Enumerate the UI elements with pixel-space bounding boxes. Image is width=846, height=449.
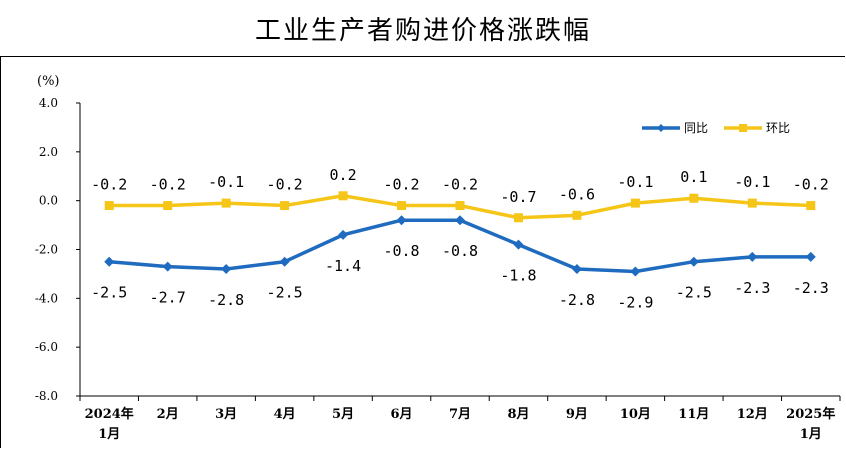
data-point-yoy [338,229,349,240]
data-label: -1.4 [325,257,361,275]
data-label: 0.1 [680,168,707,186]
legend-swatch-marker [739,124,747,132]
data-point-yoy [104,256,115,267]
x-tick-label: 4月 [274,407,296,422]
data-label: -0.6 [559,185,595,203]
data-point-mom [572,210,582,220]
y-tick-label: -6.0 [35,340,58,354]
data-point-mom [689,193,699,203]
data-label: -0.1 [208,173,244,191]
data-label: -0.8 [383,242,419,260]
data-point-mom [104,201,114,211]
data-label: -0.2 [383,176,419,194]
data-label: -2.7 [150,289,186,307]
series-lines [104,191,816,277]
data-point-yoy [221,264,232,275]
x-tick-label: 2025年 [786,406,835,422]
data-label: -0.7 [500,188,536,206]
data-point-yoy [513,239,524,250]
x-tick-label: 1月 [98,427,120,442]
y-tick-label: 2.0 [39,145,58,159]
x-tick-label: 9月 [566,407,588,422]
data-label: -0.1 [617,173,653,191]
x-tick-label: 5月 [332,407,354,422]
data-label: -0.2 [793,176,829,194]
data-label: -0.2 [267,176,303,194]
data-label: -0.2 [91,176,127,194]
legend-label: 环比 [766,121,790,135]
x-tick-label: 10月 [620,407,651,422]
data-point-yoy [630,266,641,277]
y-unit-label: (%) [37,74,60,89]
data-point-mom [397,201,407,211]
data-point-mom [806,201,816,211]
data-point-mom [221,198,231,208]
data-point-yoy [162,261,173,272]
data-label: -2.8 [559,291,595,309]
data-point-mom [747,198,757,208]
data-point-yoy [279,256,290,267]
data-label: -2.5 [91,284,127,302]
y-tick-label: -4.0 [35,291,58,305]
data-point-yoy [747,251,758,262]
x-tick-label: 11月 [678,407,709,422]
data-label: -0.2 [150,176,186,194]
x-tick-label: 8月 [507,407,529,422]
x-tick-label: 3月 [215,407,237,422]
data-label: -2.5 [676,284,712,302]
data-label: -1.8 [500,267,536,285]
data-point-mom [163,201,173,211]
data-label: -2.5 [267,284,303,302]
y-tick-label: -8.0 [35,389,58,403]
data-label: 0.2 [330,166,357,184]
data-point-yoy [688,256,699,267]
chart-title: 工业生产者购进价格涨跌幅 [254,16,591,46]
x-tick-label: 6月 [391,407,413,422]
y-tick-label: -2.0 [35,243,58,257]
legend-label: 同比 [684,121,708,135]
data-point-mom [338,191,348,201]
data-label: -2.8 [208,291,244,309]
y-tick-label: 4.0 [39,96,58,110]
data-label: -2.3 [734,279,770,297]
x-tick-label: 2024年 [85,406,134,422]
data-point-mom [280,201,290,211]
data-labels: -2.5 -2.7 -2.8 -2.5 -1.4 -0.8 -0.8 -1.8 -2.8 -2.9… [91,166,829,312]
data-point-mom [513,213,523,223]
data-point-yoy [396,215,407,226]
chart-frame [0,56,845,448]
axes: 4.0 2.0 0.0 -2.0 -4.0 -6.0 -8.0 2024年 1月 2月 3月 4月 5月… [35,96,841,442]
data-label: -0.8 [442,242,478,260]
data-point-yoy [455,215,465,226]
x-tick-label: 1月 [800,427,822,442]
data-point-yoy [805,251,816,262]
data-point-mom [455,201,465,211]
legend: 同比 环比 [642,121,790,135]
data-label: -2.9 [617,293,653,311]
data-label: -0.1 [734,173,770,191]
data-point-yoy [571,264,582,275]
data-point-mom [630,198,640,208]
y-tick-label: 0.0 [39,194,58,208]
x-tick-label: 7月 [449,407,471,422]
data-label: -2.3 [793,279,829,297]
data-label: -0.2 [442,176,478,194]
x-tick-label: 12月 [737,407,768,422]
legend-swatch-marker [657,124,665,132]
x-tick-label: 2月 [157,407,179,422]
